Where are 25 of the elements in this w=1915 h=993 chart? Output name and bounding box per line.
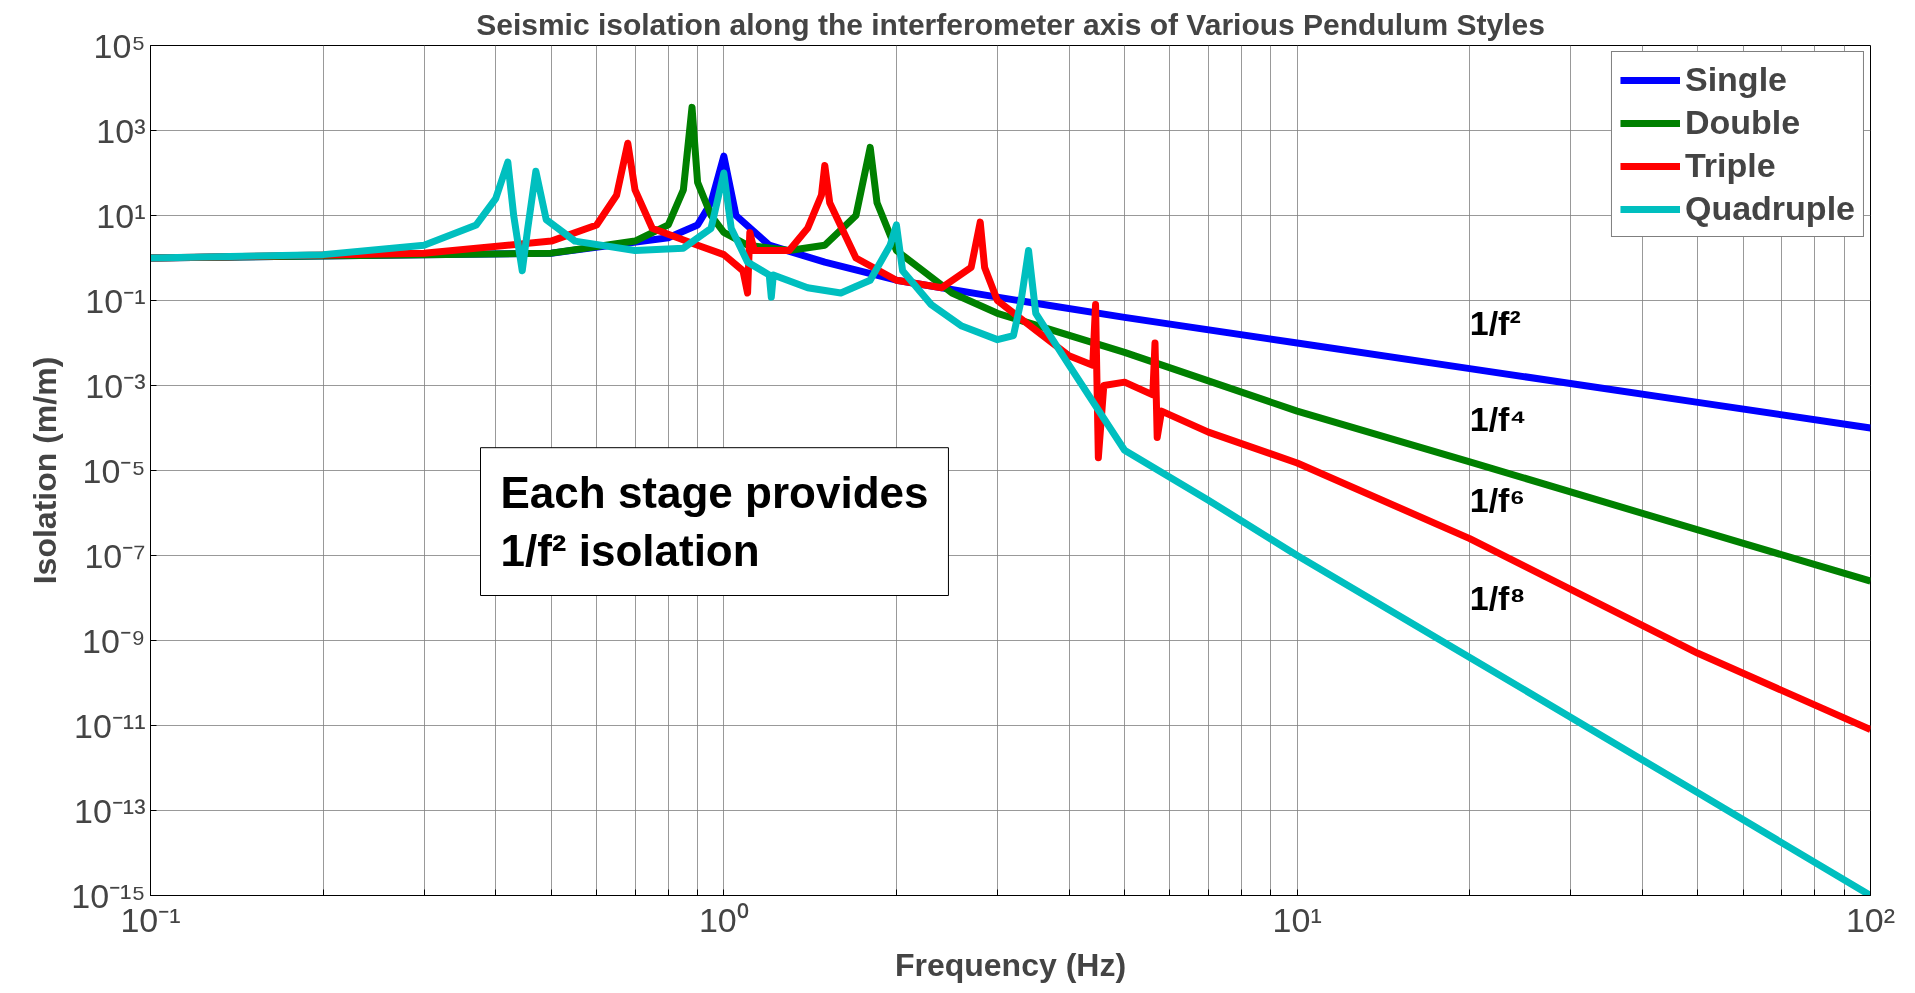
y-tick-label: 10⁻³ (85, 366, 146, 405)
annotation: 1/f² (1469, 303, 1521, 342)
legend-label: Single (1684, 60, 1787, 99)
chart-title: Seismic isolation along the interferometer axis of Various Pendulum Styles (476, 7, 1545, 41)
y-tick-label: 10³ (96, 111, 146, 150)
y-tick-label: 10⁻⁷ (84, 536, 146, 575)
y-tick-label: 10⁻¹¹ (74, 706, 146, 745)
y-tick-label: 10⁻¹ (85, 281, 146, 320)
x-tick-label: 10⁰ (698, 900, 749, 939)
y-tick-label: 10¹ (96, 196, 146, 235)
y-tick-label: 10⁵ (93, 26, 146, 65)
y-tick-label: 10⁻⁵ (82, 451, 146, 490)
annotation: 1/f⁶ (1469, 481, 1526, 520)
legend-label: Triple (1684, 146, 1776, 185)
legend-label: Quadruple (1684, 189, 1855, 228)
y-tick-label: 10⁻¹³ (74, 791, 146, 830)
x-tick-label: 10² (1845, 900, 1896, 939)
annotation: 1/f⁴ (1469, 400, 1527, 439)
x-axis-title: Frequency (Hz) (894, 946, 1127, 983)
y-tick-label: 10⁻⁹ (82, 621, 146, 660)
y-axis-title: Isolation (m/m) (27, 356, 64, 585)
legend-label: Double (1684, 103, 1801, 142)
annotation: 1/f⁸ (1469, 579, 1526, 617)
annotation: Each stage provides 1/f² isolation (500, 467, 929, 576)
x-tick-label: 10¹ (1272, 900, 1322, 939)
